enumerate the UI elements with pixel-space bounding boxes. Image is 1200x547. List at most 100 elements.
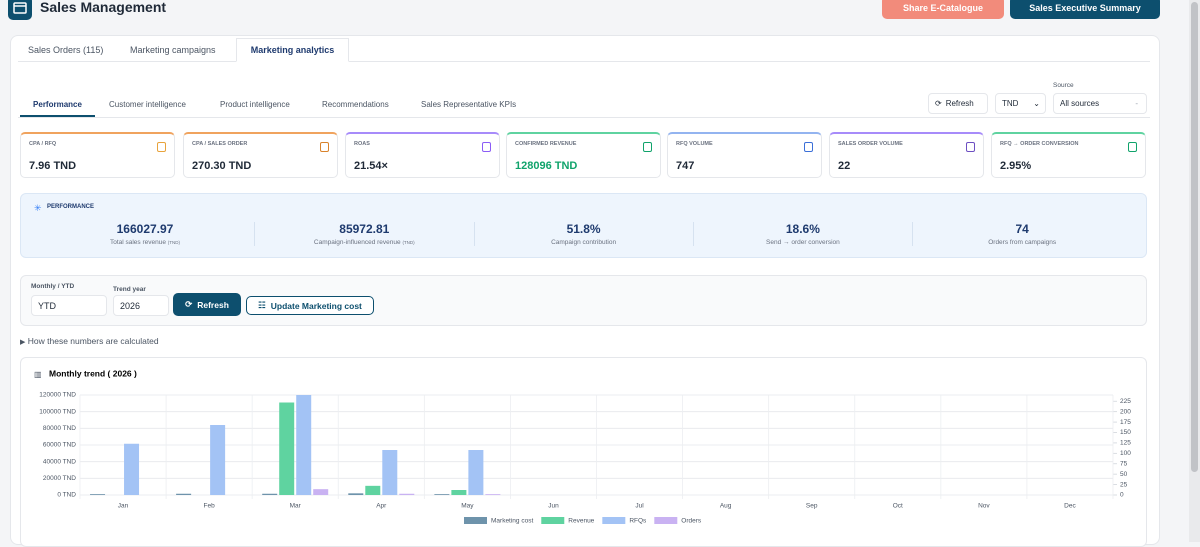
filter-label: Trend year xyxy=(113,286,146,293)
x-tick-label: Jun xyxy=(548,503,559,510)
kpi-icon xyxy=(157,142,166,152)
disclosure[interactable]: ▶ How these numbers are calculated xyxy=(20,336,159,346)
bar xyxy=(296,395,312,495)
input-value: 2026 xyxy=(120,300,141,311)
stat-label: Campaign-influenced revenue (TND) xyxy=(264,239,464,246)
y2-tick-label: 0 xyxy=(1120,492,1124,499)
refresh-button[interactable]: ⟳ Refresh xyxy=(928,93,988,114)
button-label: Sales Executive Summary xyxy=(1029,2,1141,13)
y-tick-label: 80000 TND xyxy=(43,425,76,432)
bar xyxy=(468,450,484,495)
stat-value: 74 xyxy=(1015,222,1029,236)
stat-divider xyxy=(912,222,914,246)
kpi-card: RFQ → ORDER CONVERSION 2.95% xyxy=(991,132,1146,178)
bar xyxy=(365,485,381,495)
filter-label: Monthly / YTD xyxy=(31,283,75,290)
button-label: Refresh xyxy=(197,299,229,310)
kpi-value: 2.95% xyxy=(1000,160,1032,172)
x-tick-label: Aug xyxy=(720,503,732,510)
kpi-card: SALES ORDER VOLUME 22 xyxy=(829,132,984,178)
kpi-label: CPA / RFQ xyxy=(29,141,57,147)
app-icon xyxy=(8,0,32,20)
kpi-label: CONFIRMED REVENUE xyxy=(515,141,577,147)
year-input[interactable]: 2026 xyxy=(113,295,169,316)
stat-unit: (TND) xyxy=(167,240,181,245)
performance-title: PERFORMANCE xyxy=(47,204,95,210)
stat-value: 18.6% xyxy=(785,222,820,236)
x-tick-label: Apr xyxy=(376,503,387,510)
x-tick-label: Jul xyxy=(635,503,644,510)
kpi-icon xyxy=(966,142,975,152)
summary-button[interactable]: Sales Executive Summary xyxy=(1010,0,1160,19)
y2-tick-label: 100 xyxy=(1120,450,1131,457)
bar xyxy=(451,490,467,495)
kpi-card: CONFIRMED REVENUE 128096 TND xyxy=(506,132,661,178)
y2-tick-label: 75 xyxy=(1120,460,1128,467)
y2-tick-label: 125 xyxy=(1120,440,1131,447)
kpi-label: RFQ → ORDER CONVERSION xyxy=(1000,141,1079,147)
legend-swatch xyxy=(541,517,565,524)
stat: 166027.97 Total sales revenue (TND) xyxy=(45,222,245,246)
button-label: Refresh xyxy=(945,99,974,108)
chart-icon: ▥ xyxy=(34,370,42,379)
subtab-label: Performance xyxy=(33,100,82,109)
legend-label: RFQs xyxy=(629,518,647,525)
kpi-card: RFQ VOLUME 747 xyxy=(667,132,822,178)
tab[interactable]: Marketing campaigns xyxy=(130,45,216,55)
subtab-active[interactable]: Performance xyxy=(20,97,95,117)
bar xyxy=(348,493,364,495)
button-label: Share E-Catalogue xyxy=(902,2,984,13)
bar xyxy=(124,443,140,495)
y2-tick-label: 50 xyxy=(1120,471,1128,478)
stat-value: 85972.81 xyxy=(339,222,390,236)
kpi-label: ROAS xyxy=(354,141,370,147)
x-tick-label: Oct xyxy=(893,503,903,510)
y-tick-label: 0 TND xyxy=(57,492,76,499)
chart-title: Monthly trend ( 2026 ) xyxy=(49,368,137,378)
kpi-icon xyxy=(1128,142,1137,152)
stat-label: Orders from campaigns xyxy=(922,239,1122,246)
subtab-divider xyxy=(18,117,1150,118)
x-tick-label: Mar xyxy=(290,503,302,510)
legend-swatch xyxy=(464,517,487,524)
stat-label-text: Campaign contribution xyxy=(551,239,617,246)
y2-tick-label: 25 xyxy=(1120,481,1128,488)
tab-active[interactable]: Marketing analytics xyxy=(236,38,349,62)
bar xyxy=(262,493,278,495)
update-cost-button[interactable]: ☷ Update Marketing cost xyxy=(246,296,374,315)
tab-label: Marketing analytics xyxy=(250,45,335,55)
source-select[interactable]: All sources - xyxy=(1053,93,1147,114)
legend-label: Orders xyxy=(681,518,702,525)
kpi-label: CPA / SALES ORDER xyxy=(192,141,248,147)
y-tick-label: 20000 TND xyxy=(43,475,76,482)
kpi-value: 747 xyxy=(676,160,695,172)
stat-label-text: Send → order conversion xyxy=(766,239,840,246)
refresh-button[interactable]: ⟳ Refresh xyxy=(173,293,241,316)
legend-swatch xyxy=(654,517,678,524)
tab[interactable]: Sales Orders (115) xyxy=(28,45,104,55)
kpi-card: ROAS 21.54× xyxy=(345,132,500,178)
share-button[interactable]: Share E-Catalogue xyxy=(882,0,1004,19)
bar xyxy=(485,494,501,495)
subtab[interactable]: Sales Representative KPIs xyxy=(421,100,517,109)
kpi-card: CPA / RFQ 7.96 TND xyxy=(20,132,175,178)
y2-tick-label: 150 xyxy=(1120,429,1131,436)
kpi-value: 7.96 TND xyxy=(29,160,77,172)
y-tick-label: 40000 TND xyxy=(43,458,76,465)
kpi-value: 270.30 TND xyxy=(192,160,252,172)
bar xyxy=(279,402,295,495)
subtab[interactable]: Customer intelligence xyxy=(109,100,186,109)
y-tick-label: 60000 TND xyxy=(43,442,76,449)
subtab[interactable]: Product intelligence xyxy=(220,100,290,109)
bar xyxy=(90,494,106,495)
subtab[interactable]: Recommendations xyxy=(322,100,389,109)
mode-input[interactable]: YTD xyxy=(31,295,107,316)
scrollbar xyxy=(1189,0,1200,542)
currency-select[interactable]: TND ⌄ xyxy=(995,93,1046,114)
kpi-icon xyxy=(643,142,652,152)
x-tick-label: May xyxy=(461,503,474,510)
performance-icon: ✳ xyxy=(34,203,42,213)
y2-tick-label: 175 xyxy=(1120,419,1131,426)
stat-divider xyxy=(473,222,475,246)
